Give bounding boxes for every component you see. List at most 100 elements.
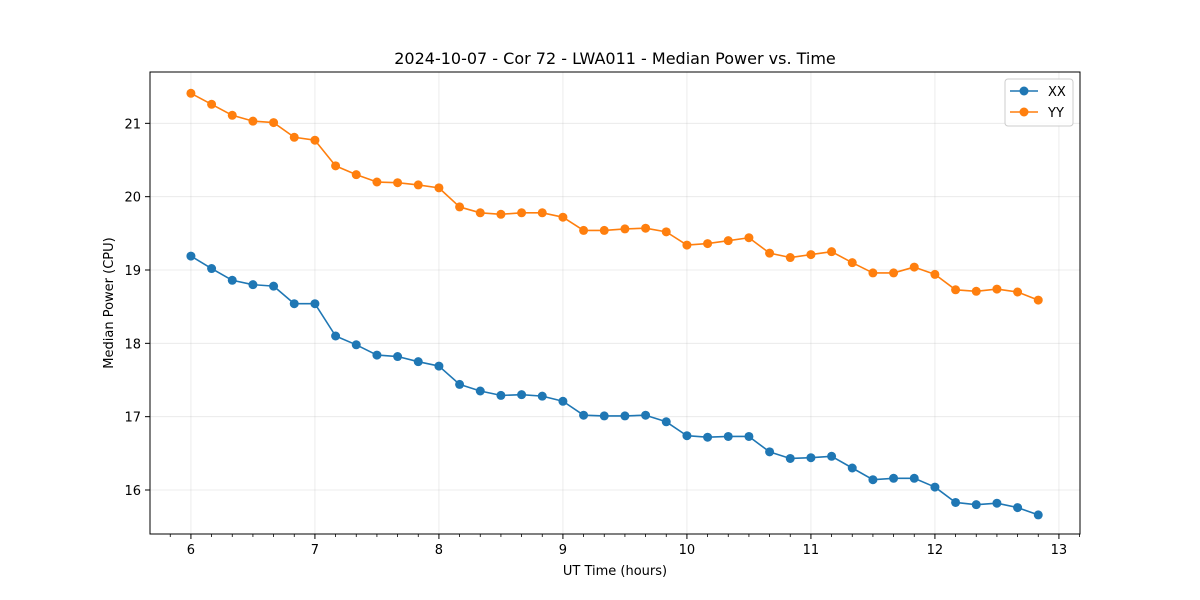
data-point-yy (517, 208, 527, 218)
data-point-yy (351, 170, 361, 180)
data-point-xx (331, 331, 341, 341)
data-point-yy (599, 225, 609, 235)
x-tick-label: 7 (311, 543, 319, 558)
data-point-yy (1033, 295, 1043, 305)
data-point-yy (785, 253, 795, 263)
data-point-yy (496, 209, 506, 219)
legend: XX YY (1004, 78, 1074, 127)
data-point-yy (579, 225, 589, 235)
data-point-xx (269, 281, 279, 291)
data-point-yy (475, 208, 485, 218)
data-point-xx (413, 357, 423, 367)
chart-title: 2024-10-07 - Cor 72 - LWA011 - Median Po… (394, 49, 836, 68)
x-tick-label: 10 (679, 543, 696, 558)
data-point-xx (806, 453, 816, 463)
data-point-yy (951, 285, 961, 295)
data-point-yy (289, 132, 299, 142)
series-layer (186, 88, 1043, 520)
y-tick-label: 18 (124, 337, 141, 352)
x-tick-label: 12 (927, 543, 944, 558)
data-point-yy (661, 227, 671, 237)
x-tick-label: 9 (559, 543, 567, 558)
legend-label-xx: XX (1048, 85, 1066, 100)
x-tick-label: 8 (435, 543, 443, 558)
y-tick-label: 19 (124, 264, 141, 279)
data-point-yy (971, 286, 981, 296)
data-point-xx (517, 390, 527, 400)
data-point-yy (331, 161, 341, 171)
data-point-xx (372, 350, 382, 360)
data-point-yy (248, 116, 258, 126)
plot-frame (149, 71, 1081, 535)
data-point-yy (620, 224, 630, 234)
data-point-yy (992, 284, 1002, 294)
data-point-yy (372, 177, 382, 187)
data-point-xx (909, 473, 919, 483)
data-point-yy (641, 223, 651, 233)
data-point-xx (310, 299, 320, 309)
data-point-xx (951, 497, 961, 507)
data-point-xx (641, 410, 651, 420)
data-point-xx (620, 411, 630, 421)
data-point-yy (227, 110, 237, 120)
data-point-yy (703, 239, 713, 249)
data-point-xx (455, 379, 465, 389)
data-point-yy (744, 233, 754, 243)
data-point-xx (661, 417, 671, 427)
data-point-xx (207, 264, 217, 274)
data-point-xx (868, 475, 878, 485)
data-point-xx (558, 396, 568, 406)
data-point-xx (1033, 510, 1043, 520)
axes: 6 7 8 9 10 11 12 13 16 17 18 19 20 21 (124, 117, 1080, 558)
data-point-yy (868, 268, 878, 278)
data-point-xx (434, 361, 444, 371)
data-point-xx (248, 280, 258, 290)
data-point-yy (455, 202, 465, 212)
data-point-yy (310, 135, 320, 145)
data-point-yy (889, 268, 899, 278)
y-tick-label: 20 (124, 191, 141, 206)
legend-marker-yy (1019, 107, 1029, 117)
data-point-yy (207, 99, 217, 109)
data-point-yy (930, 269, 940, 279)
data-point-yy (434, 183, 444, 193)
data-point-xx (1013, 503, 1023, 513)
data-point-xx (827, 451, 837, 461)
data-point-xx (496, 390, 506, 400)
data-point-yy (806, 250, 816, 260)
data-point-xx (289, 299, 299, 309)
y-tick-label: 16 (124, 484, 141, 499)
data-point-yy (186, 88, 196, 98)
data-point-xx (744, 431, 754, 441)
data-point-yy (909, 262, 919, 272)
data-point-xx (186, 251, 196, 261)
data-point-xx (992, 498, 1002, 508)
data-point-xx (785, 453, 795, 463)
data-point-yy (269, 118, 279, 128)
y-tick-label: 21 (124, 117, 141, 132)
data-point-yy (682, 240, 692, 250)
data-point-yy (827, 247, 837, 257)
x-tick-label: 6 (187, 543, 195, 558)
data-point-xx (765, 447, 775, 457)
x-axis-label: UT Time (hours) (563, 564, 667, 579)
y-axis-label: Median Power (CPU) (102, 237, 117, 368)
data-point-xx (723, 431, 733, 441)
data-point-yy (1013, 287, 1023, 297)
data-point-xx (351, 340, 361, 350)
data-point-xx (847, 463, 857, 473)
data-point-yy (393, 178, 403, 188)
data-point-xx (579, 410, 589, 420)
data-point-xx (475, 386, 485, 396)
data-point-xx (930, 482, 940, 492)
data-point-yy (413, 180, 423, 190)
data-point-yy (847, 258, 857, 268)
data-point-yy (765, 248, 775, 258)
x-tick-label: 11 (803, 543, 820, 558)
data-point-xx (889, 473, 899, 483)
data-point-xx (537, 391, 547, 401)
data-point-yy (723, 236, 733, 246)
data-point-xx (971, 500, 981, 510)
x-tick-label: 13 (1051, 543, 1068, 558)
